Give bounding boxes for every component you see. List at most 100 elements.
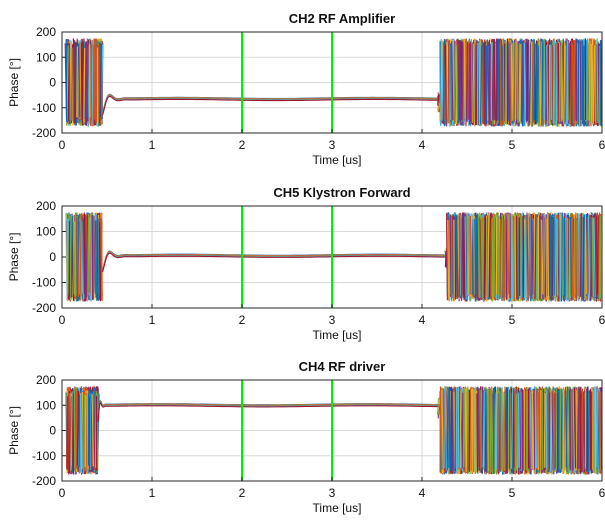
trace-segment [510, 387, 514, 469]
y-tick-label: -200 [32, 126, 56, 140]
trace-segment [581, 388, 584, 475]
trace-segment [462, 42, 465, 122]
trace-segment [89, 43, 93, 126]
trace-segment [459, 390, 462, 474]
trace-segment [69, 215, 72, 299]
trace-segment [78, 219, 81, 295]
trace-segment [550, 44, 553, 120]
trace-segment [91, 393, 95, 467]
trace-segment [453, 44, 456, 126]
trace-segment [477, 389, 480, 468]
trace-segment [449, 392, 451, 471]
trace-segment [522, 45, 525, 127]
trace-segment [76, 46, 78, 118]
settled-trace [101, 95, 441, 116]
trace-segment [514, 215, 517, 302]
settled-trace [97, 402, 441, 422]
y-tick-label: 100 [36, 50, 56, 64]
trace-segment [66, 218, 69, 294]
trace-segment [73, 222, 76, 298]
trace-segment [563, 42, 566, 125]
trace-segment [491, 219, 494, 302]
trace-segment [510, 213, 514, 300]
trace-segment [91, 215, 94, 300]
trace-segment [588, 40, 591, 122]
trace-segment [490, 217, 493, 298]
trace-segment [483, 216, 486, 299]
trace-segment [488, 217, 491, 297]
chart-title: CH4 RF driver [299, 359, 386, 374]
trace-segment [596, 214, 599, 295]
y-tick-label: -100 [32, 449, 56, 463]
x-tick-label: 4 [419, 313, 426, 327]
trace-segment [476, 42, 479, 126]
trace-segment [573, 387, 577, 469]
trace-segment [578, 217, 581, 298]
trace-segment [450, 387, 453, 474]
trace-segment [535, 43, 538, 124]
x-tick-label: 0 [59, 486, 66, 500]
trace-segment [461, 214, 463, 301]
trace-segment [86, 390, 89, 470]
trace-segment [462, 212, 464, 296]
trace-segment [582, 40, 585, 122]
y-tick-label: -100 [32, 276, 56, 290]
trace-segment [461, 41, 464, 120]
y-tick-label: 0 [49, 424, 56, 438]
trace-segment [468, 42, 471, 120]
trace-segment [482, 390, 485, 468]
trace-segment [565, 45, 567, 126]
trace-segment [583, 214, 585, 302]
trace-segment [556, 218, 559, 296]
trace-segment [473, 389, 475, 472]
trace-segment [446, 42, 449, 123]
trace-segment [459, 40, 462, 126]
trace-segment [84, 395, 87, 467]
y-tick-label: 0 [49, 76, 56, 90]
trace-segment [441, 40, 444, 121]
trace-segment [95, 220, 97, 298]
trace-segment [516, 392, 520, 473]
trace-segment [537, 391, 540, 469]
trace-segment [556, 43, 559, 123]
trace-segment [504, 44, 507, 125]
trace-segment [446, 387, 449, 468]
y-tick-label: 200 [36, 25, 56, 39]
trace-segment [456, 215, 459, 299]
trace-segment [521, 40, 524, 125]
trace-segment [73, 388, 76, 472]
trace-segment [464, 388, 467, 473]
trace-segment [519, 44, 522, 123]
trace-segment [473, 218, 475, 297]
trace-segment [511, 42, 514, 121]
x-tick-label: 6 [599, 313, 605, 327]
trace-segment [546, 45, 549, 126]
trace-segment [519, 390, 522, 469]
settled-trace [101, 252, 448, 273]
trace-segment [84, 41, 88, 126]
traces [65, 386, 602, 475]
trace-segment [553, 40, 555, 123]
trace-segment [472, 43, 475, 127]
trace-segment [70, 215, 73, 298]
trace-segment [503, 43, 506, 122]
trace-segment [481, 217, 484, 295]
trace-segment [523, 42, 526, 126]
trace-segment [444, 386, 447, 471]
x-tick-label: 2 [239, 138, 246, 152]
trace-segment [465, 41, 469, 122]
x-tick-label: 6 [599, 138, 605, 152]
trace-segment [440, 40, 443, 121]
trace-segment [70, 48, 73, 121]
x-tick-label: 1 [149, 486, 156, 500]
trace-segment [475, 217, 477, 295]
trace-segment [442, 42, 445, 120]
trace-segment [598, 45, 601, 126]
trace-segment [514, 393, 517, 475]
trace-segment [526, 212, 529, 301]
trace-segment [68, 48, 71, 124]
trace-segment [96, 214, 99, 294]
trace-segment [571, 214, 574, 301]
trace-segment [83, 394, 86, 472]
